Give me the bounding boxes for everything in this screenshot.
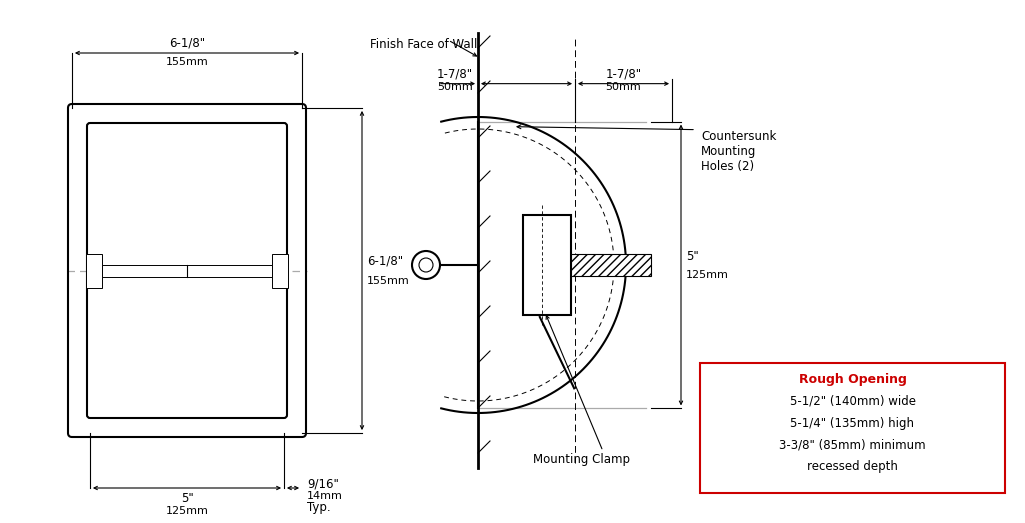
Bar [571, 254, 651, 276]
Text: 6-1/8": 6-1/8" [169, 36, 205, 49]
Circle shape [412, 251, 440, 279]
Text: Rough Opening: Rough Opening [798, 373, 906, 386]
Text: 9/16": 9/16" [308, 477, 339, 491]
Bar [523, 215, 571, 315]
Bar [102, 265, 272, 277]
Bar [86, 254, 102, 288]
Text: 1-7/8": 1-7/8" [606, 67, 642, 81]
Text: 155mm: 155mm [166, 57, 208, 67]
Text: Typ.: Typ. [308, 502, 331, 515]
Bar [272, 254, 288, 288]
Text: 14mm: 14mm [308, 491, 343, 501]
Text: 3-3/8" (85mm) minimum: 3-3/8" (85mm) minimum [779, 438, 926, 451]
Text: Countersunk
Mounting
Holes (2): Countersunk Mounting Holes (2) [701, 130, 776, 173]
Text: 5-1/4" (135mm) high: 5-1/4" (135mm) high [790, 417, 914, 430]
Text: 50mm: 50mm [606, 82, 642, 92]
Text: recessed depth: recessed depth [807, 460, 898, 473]
Text: 6-1/8": 6-1/8" [367, 254, 403, 267]
Text: 125mm: 125mm [166, 506, 208, 516]
Text: 50mm: 50mm [438, 82, 473, 92]
Text: Mounting Clamp: Mounting Clamp [533, 453, 630, 467]
Text: 5-1/2" (140mm) wide: 5-1/2" (140mm) wide [789, 395, 915, 408]
Text: 1-7/8": 1-7/8" [437, 67, 473, 81]
Text: 5": 5" [180, 492, 194, 505]
Text: 155mm: 155mm [367, 276, 410, 286]
Text: 125mm: 125mm [686, 270, 729, 280]
Circle shape [419, 258, 433, 272]
Text: Finish Face of Wall: Finish Face of Wall [370, 38, 478, 51]
FancyBboxPatch shape [700, 363, 1004, 493]
Text: 5": 5" [686, 251, 699, 264]
